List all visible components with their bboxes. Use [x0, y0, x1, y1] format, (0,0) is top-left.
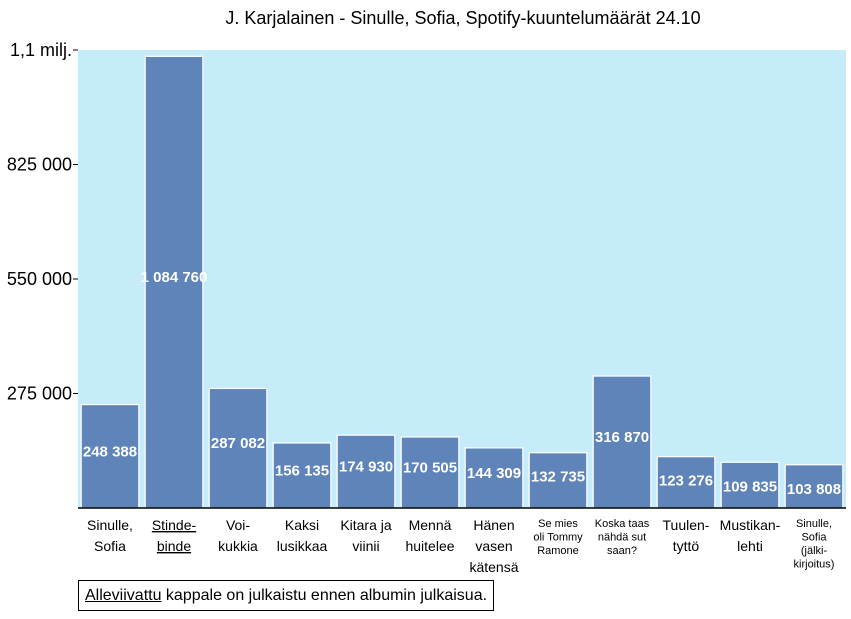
- bar: [144, 55, 204, 509]
- x-tick-label: lehti: [737, 538, 763, 554]
- y-tick-label: 275 000: [7, 384, 72, 404]
- x-tick-label: Tuulen-: [663, 517, 710, 533]
- bar: [528, 452, 588, 509]
- plot-background: [78, 50, 846, 508]
- x-tick-label: Kitara ja: [340, 517, 392, 533]
- bar-value-label: 156 135: [275, 462, 329, 479]
- bars: [80, 55, 844, 509]
- y-axis: 275 000 550 000 825 000 1,1 milj.: [7, 40, 78, 404]
- bar-value-label: 248 388: [83, 443, 137, 460]
- bar: [656, 456, 716, 509]
- chart-title: J. Karjalainen - Sinulle, Sofia, Spotify…: [225, 8, 700, 28]
- x-tick-label: (jälki-: [801, 545, 828, 557]
- bar-value-label: 103 808: [787, 481, 841, 498]
- x-tick-label: Voi-: [226, 517, 250, 533]
- x-tick-label: Mennä: [409, 517, 452, 533]
- x-tick-label: oli Tommy: [533, 532, 583, 544]
- x-tick-label: kätensä: [469, 559, 518, 575]
- x-tick-label: Stinde-: [152, 517, 197, 533]
- bar-value-label: 170 505: [403, 460, 457, 477]
- bar-value-label: 1 084 760: [141, 269, 208, 286]
- x-tick-label: tyttö: [673, 538, 700, 554]
- x-tick-label: Hänen: [473, 517, 514, 533]
- footnote-underlined-text: Alleviivattu: [85, 587, 162, 604]
- y-tick-label: 825 000: [7, 155, 72, 175]
- bar-chart: J. Karjalainen - Sinulle, Sofia, Spotify…: [7, 8, 846, 575]
- x-tick-label: Se mies: [538, 518, 578, 530]
- x-tick-label: Mustikan-: [720, 517, 781, 533]
- bar: [208, 387, 268, 509]
- x-tick-label: Sinulle,: [796, 518, 832, 530]
- x-tick-label: viinii: [352, 538, 379, 554]
- x-tick-label: kirjoitus): [794, 559, 835, 571]
- bar: [784, 464, 844, 509]
- bar-value-label: 287 082: [211, 435, 265, 452]
- bar: [400, 436, 460, 509]
- x-tick-label: nähdä sut: [598, 532, 646, 544]
- x-tick-label: Sofia: [94, 538, 126, 554]
- bar: [336, 434, 396, 509]
- x-tick-label: Kaksi: [285, 517, 319, 533]
- bar-value-label: 144 309: [467, 465, 521, 482]
- bar: [272, 442, 332, 509]
- x-tick-label: huitelee: [405, 538, 454, 554]
- x-tick-label: Sinulle,: [87, 517, 133, 533]
- bar-value-label: 316 870: [595, 429, 649, 446]
- x-tick-label: saan?: [607, 545, 637, 557]
- footnote-box: Alleviivattu kappale on julkaistu ennen …: [78, 580, 495, 611]
- bar: [720, 461, 780, 509]
- value-labels: 248 388 1 084 760 287 082 156 135 174 930 170…: [83, 269, 841, 498]
- bar-value-label: 132 735: [531, 469, 585, 486]
- bar-value-label: 109 835: [723, 478, 777, 495]
- y-tick-label: 550 000: [7, 269, 72, 289]
- x-tick-label: Koska taas: [595, 518, 650, 530]
- x-tick-label: Ramone: [537, 545, 579, 557]
- x-tick-label: vasen: [475, 538, 512, 554]
- x-tick-label: Sofia: [801, 532, 827, 544]
- bar-value-label: 123 276: [659, 473, 713, 490]
- x-axis: Sinulle, Sofia Stinde-binde Voi-kukkia Kaksi…: [87, 517, 834, 575]
- y-tick-label: 1,1 milj.: [10, 40, 72, 60]
- bar: [464, 447, 524, 509]
- x-tick-label: binde: [157, 538, 191, 554]
- bar-value-label: 174 930: [339, 459, 393, 476]
- footnote-text: kappale on julkaistu ennen albumin julka…: [161, 587, 488, 604]
- x-tick-label: lusikkaa: [277, 538, 328, 554]
- x-tick-label: kukkia: [218, 538, 258, 554]
